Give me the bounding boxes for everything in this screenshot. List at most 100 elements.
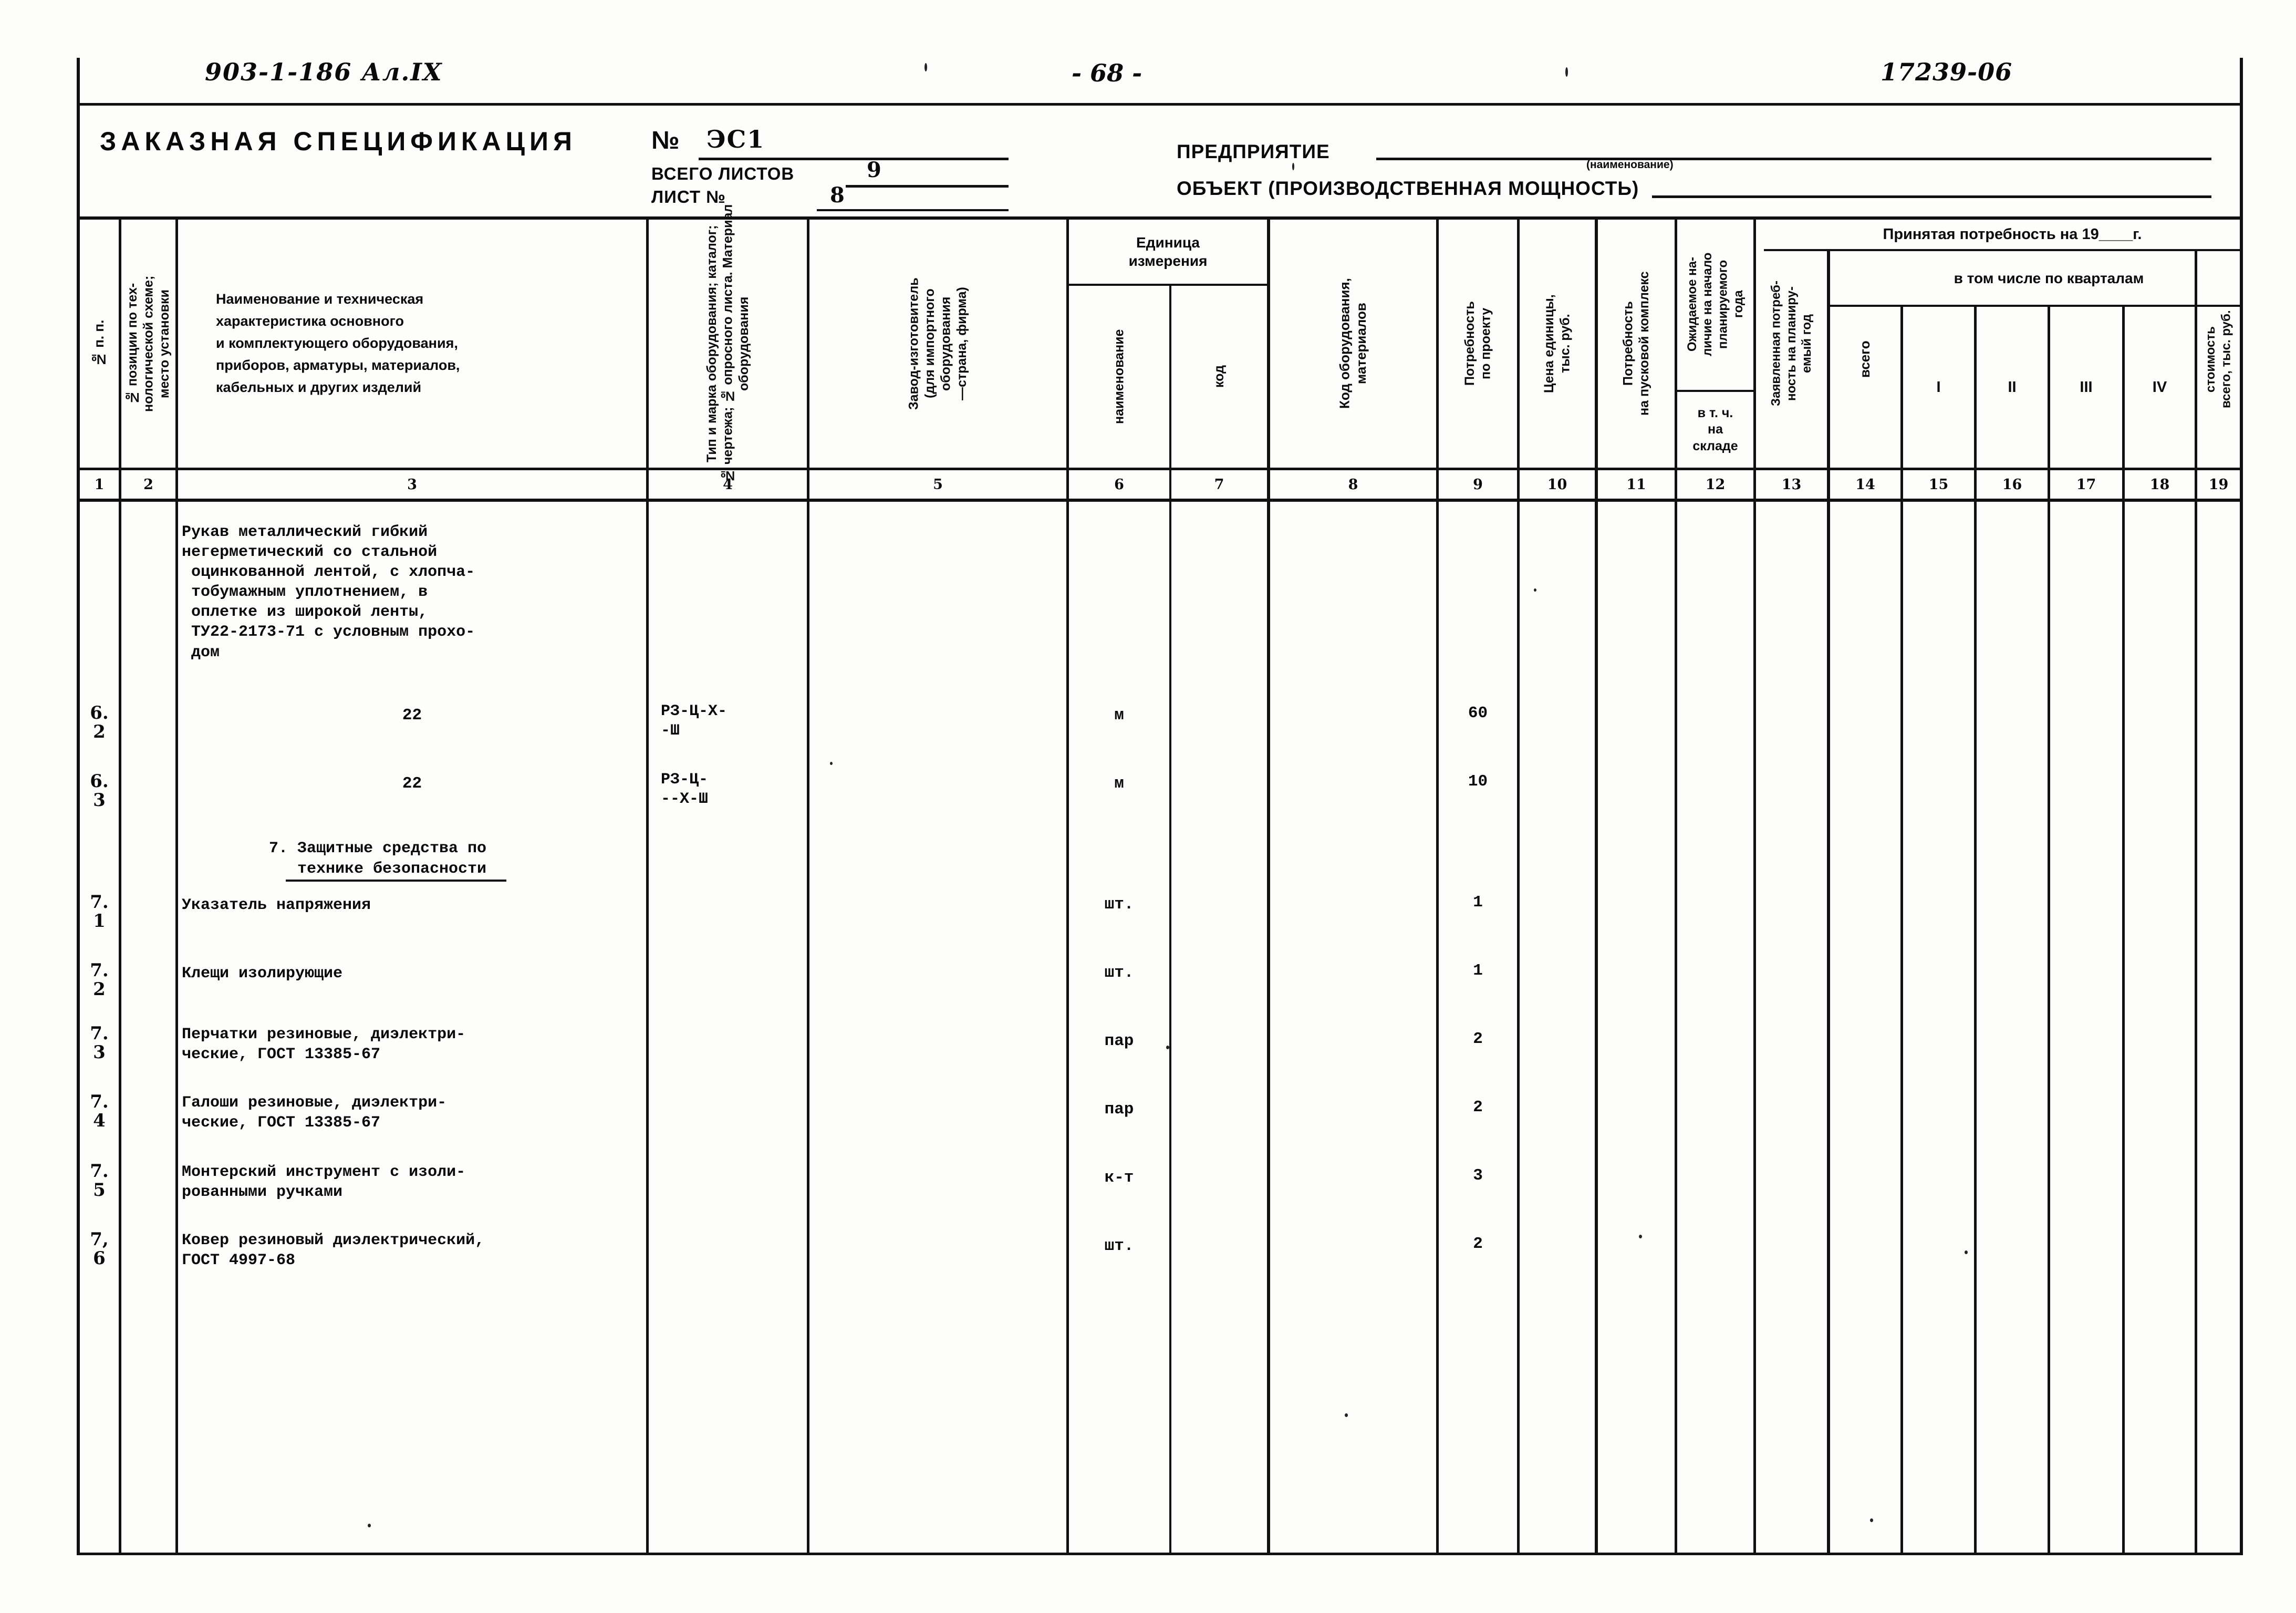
scan-speckle <box>1965 1250 1968 1254</box>
col-border-14 <box>1900 305 1903 1555</box>
colnum-5: 5 <box>933 476 943 493</box>
table-row-description: Перчатки резиновые, диэлектри- ческие, Г… <box>182 1026 466 1064</box>
header-accepted-group: Принятая потребность на 19____г. <box>1883 225 2142 243</box>
header-unit-group: Единица измерения <box>1128 234 1208 269</box>
enterprise-label: ПРЕДПРИЯТИЕ <box>1177 141 1330 162</box>
scan-speckle <box>1565 67 1568 77</box>
col-border-1 <box>119 216 121 1555</box>
sheet-code: 17239-06 <box>1881 58 2013 86</box>
header-col-17: III <box>2080 378 2093 396</box>
unit-group-rule <box>1066 284 1267 286</box>
col-border-17 <box>2122 305 2125 1555</box>
scan-speckle <box>1166 1046 1169 1049</box>
total-sheets-value: 9 <box>867 158 881 182</box>
colnum-11: 11 <box>1626 476 1646 493</box>
table-row-quantity: 3 <box>1473 1166 1483 1185</box>
scan-speckle <box>368 1524 371 1527</box>
col-border-12 <box>1753 216 1756 1555</box>
colnum-14: 14 <box>1855 476 1875 493</box>
colnum-1: 1 <box>94 476 105 493</box>
scan-speckle <box>1345 1413 1348 1417</box>
table-row-item-no: 7. 2 <box>90 960 109 1000</box>
header-col-5: Завод-изготовитель (для импортного обору… <box>906 277 970 410</box>
table-row-unit: шт. <box>1104 1237 1134 1255</box>
sheet-no-underline <box>817 209 1009 211</box>
table-row-item-no: 7. 3 <box>90 1023 109 1063</box>
header-col-2: № позиции по тех- нологической схеме; ме… <box>124 275 172 412</box>
col-border-0 <box>77 216 80 1555</box>
colnum-12: 12 <box>1705 476 1726 493</box>
table-row-type-mark: РЗ-Ц-Х- -Ш <box>661 702 728 740</box>
col-border-5 <box>1066 216 1069 1555</box>
table-row-item-no: 7. 4 <box>90 1091 109 1131</box>
header-col-3: Наименование и техническая характеристик… <box>216 291 460 395</box>
col-border-3 <box>646 216 649 1555</box>
spec-number-label: № <box>651 127 680 154</box>
colnum-13: 13 <box>1781 476 1802 493</box>
colnum-9: 9 <box>1473 476 1483 493</box>
table-row-quantity: 1 <box>1473 961 1483 980</box>
document-code: 903-1-186 Ал.IX <box>205 58 443 86</box>
header-col-14: всего <box>1857 340 1873 378</box>
col-border-11 <box>1675 216 1677 1555</box>
section-heading-underline <box>286 880 506 882</box>
total-sheets-label: ВСЕГО ЛИСТОВ <box>651 164 795 183</box>
header-col-12-substock: в т. ч. на складе <box>1692 406 1738 453</box>
table-row-description: Клещи изолирующие <box>182 965 343 983</box>
col-border-7 <box>1267 216 1270 1555</box>
table-row-unit: к-т <box>1104 1169 1134 1187</box>
header-bottom-border <box>77 468 2243 470</box>
colnum-18: 18 <box>2149 476 2170 493</box>
col-border-4 <box>807 216 809 1555</box>
header-col-9: Потребность по проекту <box>1462 301 1493 386</box>
table-row-unit: шт. <box>1104 895 1134 914</box>
table-row-item-no: 6. 2 <box>90 702 109 742</box>
table-row-quantity: 60 <box>1468 704 1488 722</box>
table-row-type-mark: РЗ-Ц- --Х-Ш <box>661 771 709 808</box>
col-border-13 <box>1827 249 1830 1555</box>
header-col-13: Заявленная потреб- ность на планиру- емы… <box>1769 281 1814 407</box>
sheet-no-value: 8 <box>830 183 845 208</box>
header-quarters-group: в том числе по кварталам <box>1954 270 2144 286</box>
header-col-15: I <box>1936 378 1941 396</box>
spec-number-underline <box>699 158 1009 160</box>
table-row-description: Указатель напряжения <box>182 896 371 914</box>
colnum-7: 7 <box>1214 476 1224 493</box>
page-number: - 68 - <box>1072 59 1142 87</box>
colnum-19: 19 <box>2208 476 2229 493</box>
scan-speckle <box>830 762 833 765</box>
colnum-3: 3 <box>407 476 417 493</box>
table-row-unit: м <box>1114 774 1124 793</box>
table-row-quantity: 2 <box>1473 1098 1483 1116</box>
colnum-17: 17 <box>2076 476 2096 493</box>
table-row-quantity: 2 <box>1473 1235 1483 1253</box>
header-col-7: код <box>1211 365 1227 388</box>
table-row-item-no: 6. 3 <box>90 771 109 811</box>
col-border-6 <box>1169 284 1171 1555</box>
colnum-bottom-border <box>77 499 2243 502</box>
header-col-4: Тип и марка оборудования; каталог; № чер… <box>704 204 751 483</box>
header-col-10: Цена единицы, тыс. руб. <box>1542 294 1573 393</box>
table-row-description: Галоши резиновые, диэлектри- ческие, ГОС… <box>182 1094 447 1132</box>
colnum-6: 6 <box>1114 476 1124 493</box>
colnum-15: 15 <box>1928 476 1949 493</box>
table-row-unit: м <box>1114 706 1124 725</box>
table-row-unit: пар <box>1104 1100 1134 1119</box>
scan-speckle <box>1639 1235 1642 1238</box>
colnum-8: 8 <box>1348 476 1358 493</box>
table-row-quantity: 2 <box>1473 1030 1483 1048</box>
col12-split-rule <box>1675 390 1753 392</box>
top-header-row: 903-1-186 Ал.IX - 68 - 17239-06 <box>79 58 2243 100</box>
table-row-description: 22 <box>402 706 422 725</box>
sheet-no-label: ЛИСТ № <box>651 187 726 206</box>
scan-speckle <box>1292 163 1294 170</box>
table-row-quantity: 10 <box>1468 772 1488 791</box>
col-border-18 <box>2195 249 2197 1555</box>
table-row-unit: шт. <box>1104 964 1134 982</box>
col-border-2 <box>175 216 178 1555</box>
object-field-line <box>1652 195 2211 198</box>
header-col-16: II <box>2008 378 2017 396</box>
header-col-8: Код оборудования, материалов <box>1336 278 1369 409</box>
page-title: ЗАКАЗНАЯ СПЕЦИФИКАЦИЯ <box>100 127 577 156</box>
colnum-10: 10 <box>1547 476 1567 493</box>
